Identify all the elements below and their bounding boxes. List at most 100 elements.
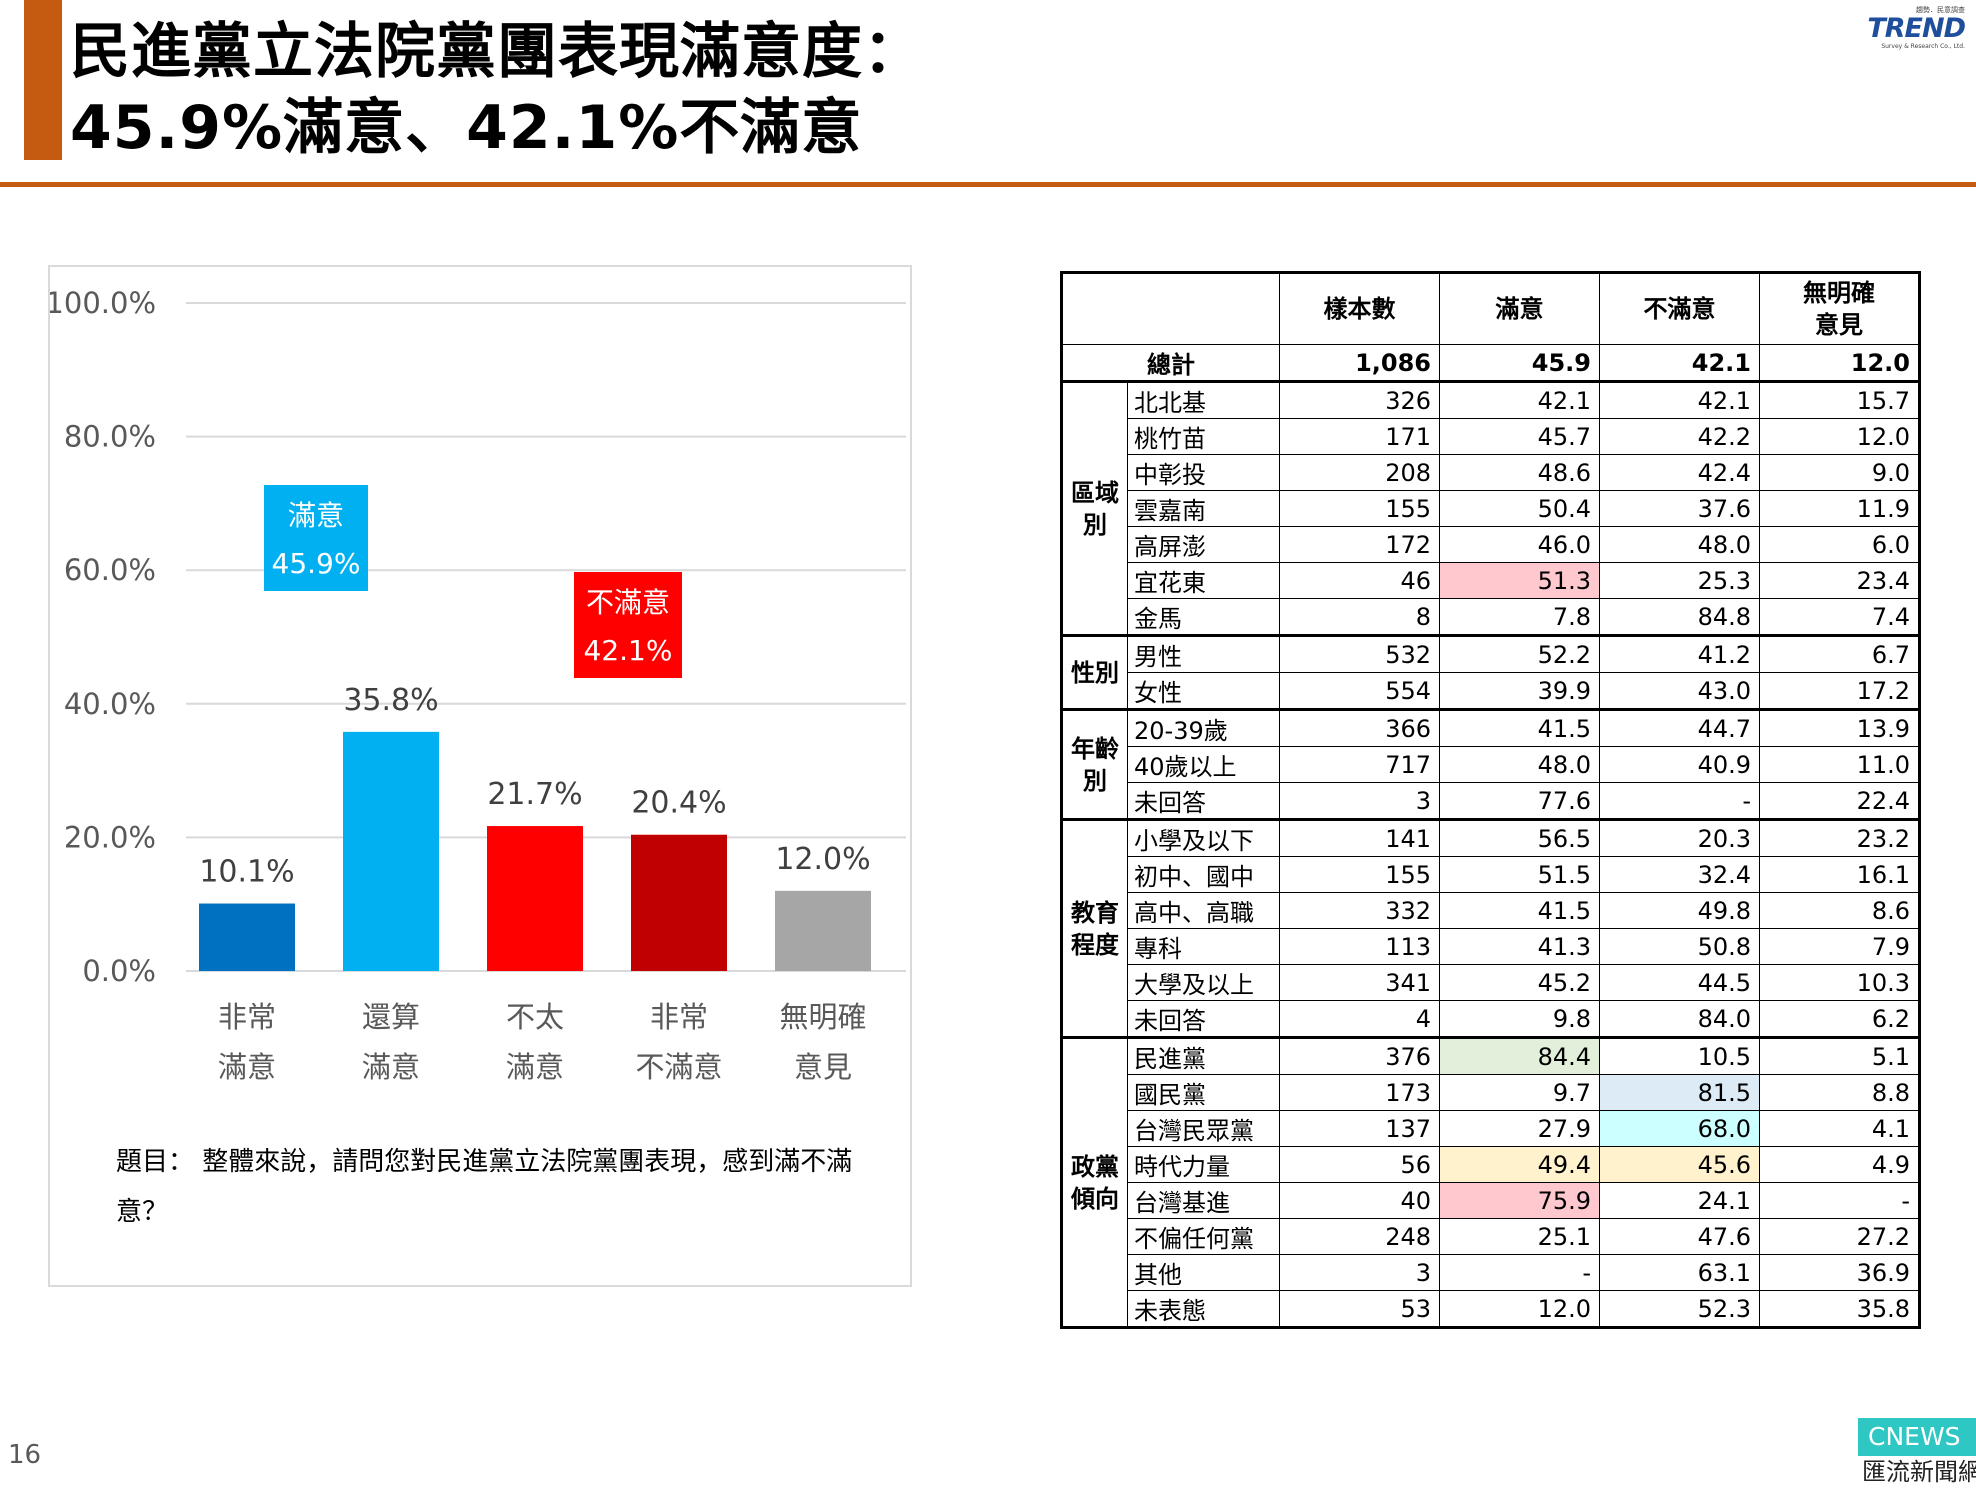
cell-value: 53 bbox=[1279, 1290, 1440, 1328]
cell-value: 48.0 bbox=[1439, 746, 1600, 783]
table-row: 中彰投 208 48.6 42.4 9.0 bbox=[1062, 454, 1920, 491]
cell-value: 172 bbox=[1279, 526, 1440, 563]
row-label: 專科 bbox=[1127, 928, 1280, 965]
cell-value: 41.5 bbox=[1439, 892, 1600, 929]
cell-value: 45.6 bbox=[1599, 1146, 1760, 1183]
row-label: 小學及以下 bbox=[1127, 818, 1280, 857]
row-label: 台灣基進 bbox=[1127, 1182, 1280, 1219]
cell-value: - bbox=[1759, 1182, 1920, 1219]
table-row: 國民黨 173 9.7 81.5 8.8 bbox=[1062, 1074, 1920, 1111]
table-row: 性別 男性 532 52.2 41.2 6.7 bbox=[1061, 634, 1920, 710]
cell-value: 25.3 bbox=[1599, 562, 1760, 599]
cell-value: 8 bbox=[1279, 598, 1440, 636]
cell-value: 84.0 bbox=[1599, 1000, 1760, 1038]
total-value: 1,086 bbox=[1279, 344, 1440, 383]
data-label: 12.0% bbox=[775, 842, 870, 877]
bar bbox=[631, 834, 727, 971]
cell-value: 40 bbox=[1279, 1182, 1440, 1219]
cell-value: - bbox=[1599, 782, 1760, 820]
cell-value: 43.0 bbox=[1599, 672, 1760, 710]
group-label: 政黨 傾向 bbox=[1061, 1036, 1128, 1328]
cell-value: 10.5 bbox=[1599, 1036, 1760, 1075]
column-header: 滿意 bbox=[1439, 272, 1600, 345]
cell-value: 17.2 bbox=[1759, 672, 1920, 710]
row-label: 40歲以上 bbox=[1127, 746, 1280, 783]
row-label: 女性 bbox=[1127, 672, 1280, 710]
cell-value: 532 bbox=[1279, 634, 1440, 673]
cell-value: - bbox=[1439, 1254, 1600, 1291]
data-label: 10.1% bbox=[199, 855, 294, 890]
row-label: 金馬 bbox=[1127, 598, 1280, 636]
cell-value: 41.3 bbox=[1439, 928, 1600, 965]
cell-value: 81.5 bbox=[1599, 1074, 1760, 1111]
cell-value: 23.2 bbox=[1759, 818, 1920, 857]
cell-value: 45.7 bbox=[1439, 418, 1600, 455]
cell-value: 9.8 bbox=[1439, 1000, 1600, 1038]
cell-value: 48.6 bbox=[1439, 454, 1600, 491]
cell-value: 27.2 bbox=[1759, 1218, 1920, 1255]
cell-value: 41.2 bbox=[1599, 634, 1760, 673]
cell-value: 4.9 bbox=[1759, 1146, 1920, 1183]
row-label: 高中、高職 bbox=[1127, 892, 1280, 929]
y-tick-label: 40.0% bbox=[64, 687, 156, 721]
table-row: 未回答 4 9.8 84.0 6.2 bbox=[1062, 1000, 1920, 1038]
row-label: 大學及以上 bbox=[1127, 964, 1280, 1001]
cell-value: 11.0 bbox=[1759, 746, 1920, 783]
cell-value: 68.0 bbox=[1599, 1110, 1760, 1147]
cell-value: 48.0 bbox=[1599, 526, 1760, 563]
cell-value: 50.8 bbox=[1599, 928, 1760, 965]
y-tick-label: 60.0% bbox=[64, 553, 156, 587]
cell-value: 22.4 bbox=[1759, 782, 1920, 820]
row-label: 雲嘉南 bbox=[1127, 490, 1280, 527]
cell-value: 7.9 bbox=[1759, 928, 1920, 965]
table-row: 金馬 8 7.8 84.8 7.4 bbox=[1062, 598, 1920, 636]
cell-value: 173 bbox=[1279, 1074, 1440, 1111]
table-row: 高中、高職 332 41.5 49.8 8.6 bbox=[1062, 892, 1920, 929]
cell-value: 36.9 bbox=[1759, 1254, 1920, 1291]
cell-value: 171 bbox=[1279, 418, 1440, 455]
cell-value: 11.9 bbox=[1759, 490, 1920, 527]
logo-top-text: 趨勢．民意調查 bbox=[1916, 6, 1965, 14]
cell-value: 554 bbox=[1279, 672, 1440, 710]
annotation-value: 42.1% bbox=[584, 634, 673, 667]
total-label: 總計 bbox=[1061, 344, 1280, 383]
column-header: 不滿意 bbox=[1599, 272, 1760, 345]
row-label: 桃竹苗 bbox=[1127, 418, 1280, 455]
table-row: 女性 554 39.9 43.0 17.2 bbox=[1062, 672, 1920, 710]
row-label: 男性 bbox=[1127, 634, 1280, 673]
cnews-watermark: CNEWS 匯流新聞網 bbox=[1858, 1418, 1976, 1488]
row-label: 民進黨 bbox=[1127, 1036, 1280, 1075]
x-tick-label: 不太 bbox=[506, 1000, 564, 1034]
x-tick-label: 滿意 bbox=[362, 1050, 420, 1084]
cell-value: 6.7 bbox=[1759, 634, 1920, 673]
cell-value: 376 bbox=[1279, 1036, 1440, 1075]
cell-value: 15.7 bbox=[1759, 380, 1920, 419]
annotation-value: 45.9% bbox=[272, 547, 361, 580]
cell-value: 84.4 bbox=[1439, 1036, 1600, 1075]
table-row: 台灣民眾黨 137 27.9 68.0 4.1 bbox=[1062, 1110, 1920, 1147]
cnews-logo-text: CNEWS bbox=[1858, 1418, 1976, 1456]
cell-value: 10.3 bbox=[1759, 964, 1920, 1001]
cell-value: 32.4 bbox=[1599, 856, 1760, 893]
cell-value: 39.9 bbox=[1439, 672, 1600, 710]
annotation-box bbox=[574, 572, 682, 678]
cell-value: 7.8 bbox=[1439, 598, 1600, 636]
cell-value: 3 bbox=[1279, 1254, 1440, 1291]
cell-value: 12.0 bbox=[1439, 1290, 1600, 1328]
row-label: 其他 bbox=[1127, 1254, 1280, 1291]
cell-value: 42.2 bbox=[1599, 418, 1760, 455]
x-tick-label: 非常 bbox=[218, 1000, 276, 1034]
data-label: 20.4% bbox=[631, 786, 726, 821]
page-title: 民進黨立法院黨團表現滿意度： 45.9%滿意、42.1%不滿意 bbox=[70, 14, 924, 166]
bar bbox=[775, 890, 871, 971]
row-label: 宜花東 bbox=[1127, 562, 1280, 599]
annotation-box bbox=[264, 485, 368, 591]
cell-value: 41.5 bbox=[1439, 708, 1600, 747]
cell-value: 84.8 bbox=[1599, 598, 1760, 636]
survey-question: 題目： 整體來說，請問您對民進黨立法院黨團表現，感到滿不滿意？ bbox=[116, 1147, 853, 1227]
annotation-label: 不滿意 bbox=[586, 586, 670, 619]
cell-value: 47.6 bbox=[1599, 1218, 1760, 1255]
cell-value: 52.3 bbox=[1599, 1290, 1760, 1328]
row-label: 國民黨 bbox=[1127, 1074, 1280, 1111]
cell-value: 51.5 bbox=[1439, 856, 1600, 893]
